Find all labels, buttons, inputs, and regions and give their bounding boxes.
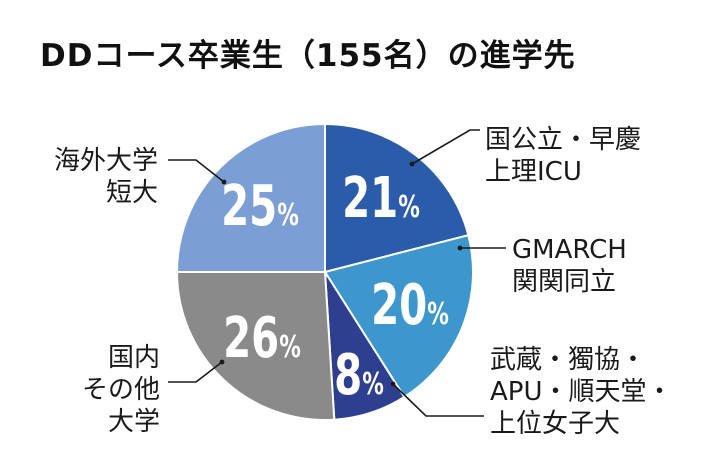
slice-label-line: 武蔵・獨協・ bbox=[490, 345, 647, 375]
pie-slice bbox=[323, 233, 474, 399]
slice-label-line: 国内 bbox=[107, 343, 160, 373]
pie-slice bbox=[324, 122, 470, 274]
slice-label: GMARCH 関関同立 bbox=[512, 234, 627, 298]
leader-dot bbox=[219, 359, 225, 365]
percentage-value: 21 bbox=[342, 166, 399, 232]
slice-label-line: その他 bbox=[81, 375, 160, 405]
percentage-unit: % bbox=[279, 329, 302, 365]
slice-percentage: 21% bbox=[342, 171, 420, 227]
percentage-unit: % bbox=[427, 296, 450, 332]
percentage-value: 26 bbox=[223, 305, 280, 371]
slice-label: 国公立・早慶 上理ICU bbox=[485, 124, 641, 188]
pie-slice bbox=[175, 271, 336, 421]
leader-dot bbox=[390, 381, 396, 387]
slice-label-line: 国公立・早慶 bbox=[485, 125, 642, 155]
leader-line bbox=[168, 361, 223, 383]
percentage-unit: % bbox=[398, 190, 421, 226]
slice-label: 海外大学 短大 bbox=[54, 145, 158, 209]
slice-label-line: 短大 bbox=[105, 178, 158, 208]
leader-dot bbox=[409, 161, 415, 167]
percentage-value: 20 bbox=[371, 272, 428, 338]
slice-label: 武蔵・獨協・ APU・順天堂・ 上位女子大 bbox=[490, 344, 673, 440]
pie-slice bbox=[175, 122, 326, 273]
slice-label-line: 大学 bbox=[107, 407, 160, 437]
slice-label-line: GMARCH bbox=[512, 235, 627, 265]
percentage-value: 25 bbox=[221, 174, 278, 240]
leader-line bbox=[168, 159, 225, 183]
slice-percentage: 26% bbox=[223, 310, 302, 367]
slice-label-line: 上位女子大 bbox=[490, 409, 621, 439]
slice-percentage: 25% bbox=[221, 179, 299, 235]
leader-line bbox=[411, 129, 480, 165]
chart-title: DDコース卒業生（155名）の進学先 bbox=[40, 38, 576, 74]
slice-label: 国内 その他 大学 bbox=[82, 342, 160, 438]
percentage-unit: % bbox=[277, 198, 299, 234]
slice-percentage: 8% bbox=[334, 348, 384, 404]
leader-dot bbox=[221, 179, 227, 185]
leader-dot bbox=[457, 245, 463, 251]
slice-percentage: 20% bbox=[371, 277, 450, 334]
leader-line bbox=[392, 383, 484, 417]
percentage-value: 8 bbox=[333, 343, 363, 409]
slice-label-line: 関関同立 bbox=[512, 267, 617, 297]
slice-label-line: 海外大学 bbox=[53, 146, 158, 176]
slice-label-line: APU・順天堂・ bbox=[490, 377, 673, 407]
slice-label-line: 上理ICU bbox=[485, 157, 582, 187]
percentage-unit: % bbox=[362, 367, 384, 403]
